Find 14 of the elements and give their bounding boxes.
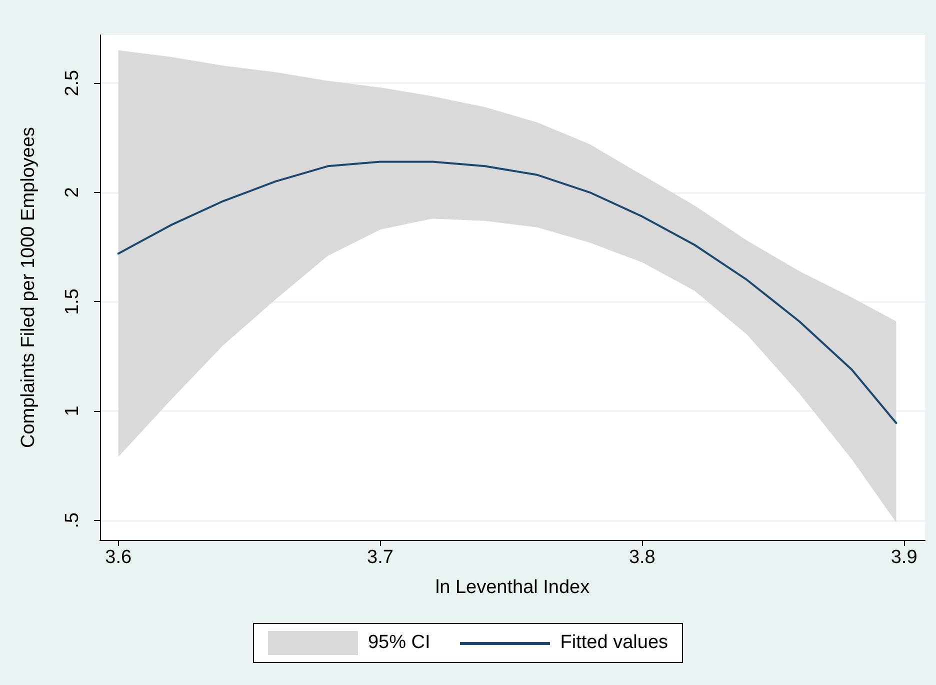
y-tick-label: 1 — [62, 406, 83, 416]
x-tick-label: 3.6 — [105, 547, 132, 568]
line-series — [117, 160, 898, 424]
y-tick-label: .5 — [62, 512, 83, 528]
y-tick-label: 2 — [62, 187, 83, 198]
legend-label: Fitted values — [560, 632, 668, 654]
x-tick-label: 3.7 — [367, 547, 394, 568]
y-tick-label: 2.5 — [62, 70, 83, 96]
x-axis-title: ln Leventhal Index — [435, 577, 590, 598]
x-tick-label: 3.8 — [628, 547, 656, 568]
y-axis-title: Complaints Filed per 1000 Employees — [18, 126, 39, 448]
x-tick-label: 3.9 — [890, 547, 918, 568]
text: 95% CI — [368, 632, 430, 654]
y-tick-label: 1.5 — [62, 288, 83, 315]
